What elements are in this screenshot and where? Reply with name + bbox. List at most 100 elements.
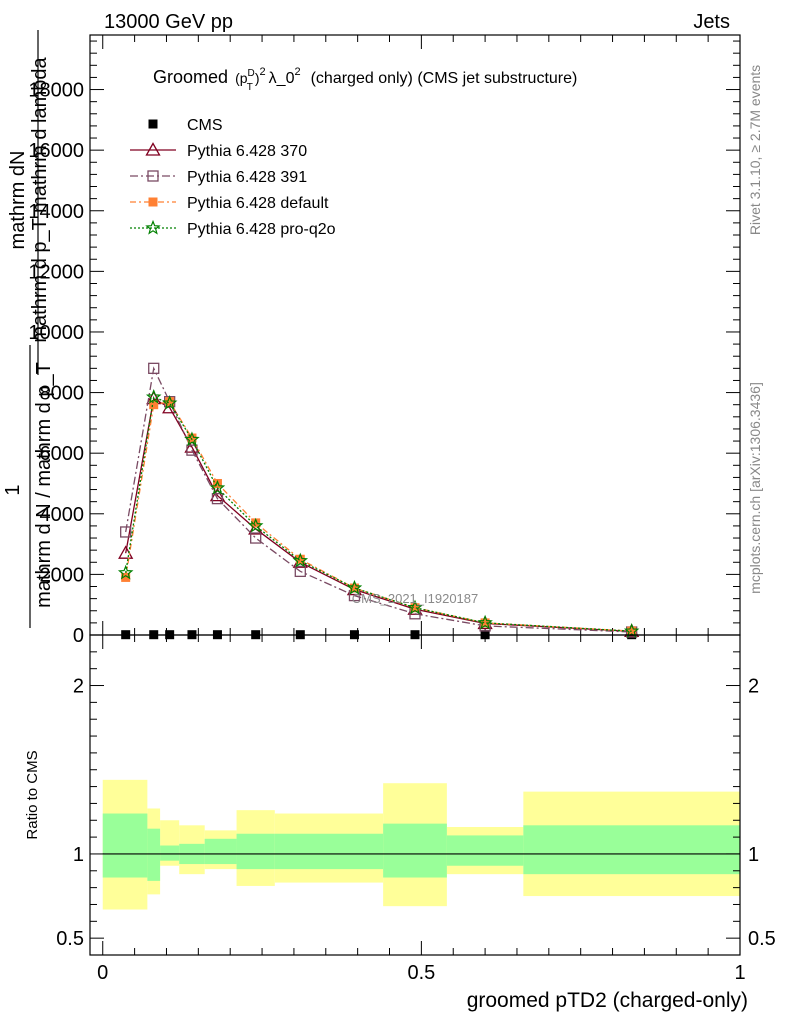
- title-lambda: λ_0: [269, 70, 295, 87]
- ylabel-numerator2: mathrm d p_T mathrm d lambda: [29, 56, 51, 342]
- point-pdefault: [187, 433, 197, 443]
- legend-label: Pythia 6.428 370: [187, 143, 307, 160]
- legend-label: Pythia 6.428 391: [187, 169, 307, 186]
- ratio-ytick-label-right: 2: [748, 676, 759, 698]
- ratio-plot: 0.5 0.51 12 20 0.5 1: [56, 634, 776, 984]
- ylabel-one: 1: [2, 484, 24, 495]
- point-pdefault: [165, 397, 175, 407]
- legend-marker: [145, 142, 161, 156]
- point-pdefault: [212, 478, 222, 488]
- ratio-frame: [89, 634, 741, 956]
- title-prefix: Groomed: [153, 67, 228, 87]
- legend-entry-pdefault: Pythia 6.428 default: [130, 195, 329, 212]
- header-left: 13000 GeV pp: [104, 11, 233, 33]
- legend-entry-p391: Pythia 6.428 391: [130, 169, 307, 186]
- main-ytick-label: 0: [73, 625, 84, 647]
- point-pdefault: [251, 518, 261, 528]
- point-p391: [211, 492, 224, 505]
- ratio-band-inner: [446, 835, 524, 866]
- main-plot: 0 2000 4000 6000 8000 10000 12000 14000 16000 180…: [28, 34, 741, 647]
- ratio-ticks: 0.5 0.51 12 20 0.5 1: [56, 635, 776, 984]
- point-pq2o: [161, 395, 178, 410]
- ratio-ytick-label-right: 0.5: [748, 928, 776, 950]
- ratio-band-inner: [147, 828, 161, 881]
- ratio-band-inner: [236, 833, 275, 870]
- point-pq2o: [407, 599, 423, 615]
- legend-label: Pythia 6.428 default: [187, 195, 329, 212]
- legend-marker: [147, 170, 159, 182]
- main-ticks: 0 2000 4000 6000 8000 10000 12000 14000 16000 180…: [28, 35, 741, 647]
- legend-label: CMS: [187, 117, 223, 134]
- point-pq2o: [117, 564, 134, 580]
- title-sup-d: D: [248, 68, 255, 79]
- point-pdefault: [295, 554, 305, 564]
- xtick-label: 0: [97, 962, 108, 984]
- point-pq2o: [477, 614, 493, 630]
- xtick-label: 0.5: [407, 962, 435, 984]
- ratio-bands: [102, 779, 740, 910]
- series-line-p391: [125, 366, 632, 633]
- main-ytick-label: 4000: [40, 504, 85, 526]
- main-series: [117, 362, 640, 640]
- legend-label: Pythia 6.428 pro-q2o: [187, 221, 336, 238]
- point-pq2o: [623, 623, 640, 638]
- title-paren-close: ): [255, 70, 260, 86]
- point-p370: [209, 487, 226, 502]
- main-ytick-label: 16000: [28, 140, 84, 162]
- point-pq2o: [184, 431, 200, 447]
- ratio-band-inner: [523, 825, 740, 875]
- point-pq2o: [145, 388, 162, 404]
- ylabel-numerator: mathrm dN: [7, 151, 29, 250]
- series-pq2o: [117, 388, 640, 638]
- title-suffix: (charged only) (CMS jet substructure): [311, 70, 578, 87]
- side-label-mcplots: mcplots.cern.ch [arXiv:1306.3436]: [747, 382, 763, 594]
- main-ytick-label: 2000: [40, 564, 85, 586]
- plot-title: Groomed (pD T)2 λ_02 (charged only) (CMS je…: [153, 66, 577, 93]
- legend-marker: [148, 197, 158, 207]
- point-pdefault: [410, 603, 420, 613]
- legend-entry-cms: CMS: [148, 117, 223, 134]
- ratio-ytick-label-right: 1: [748, 844, 759, 866]
- title-p: p: [240, 70, 248, 86]
- point-pq2o: [346, 579, 363, 595]
- title-sq: 2: [260, 66, 266, 78]
- ratio-ytick-label: 2: [73, 676, 84, 698]
- point-pdefault: [121, 572, 131, 582]
- main-ytick-label: 8000: [40, 383, 85, 405]
- point-pdefault: [149, 400, 159, 410]
- side-label-rivet: Rivet 3.1.10, ≥ 2.7M events: [747, 65, 763, 235]
- header-right: Jets: [693, 11, 730, 33]
- point-p391: [294, 565, 306, 578]
- point-pq2o: [209, 479, 226, 495]
- point-p391: [148, 362, 160, 374]
- title-sub-t: T: [247, 82, 253, 93]
- legend-marker: [148, 119, 158, 129]
- ratio-band-inner: [160, 845, 180, 861]
- ratio-band-inner: [102, 813, 148, 878]
- xlabel: groomed pTD2 (charged-only): [467, 989, 748, 1012]
- point-p391: [120, 526, 132, 538]
- ylabel-ratio: Ratio to CMS: [24, 750, 41, 839]
- main-ytick-label: 6000: [40, 443, 85, 465]
- point-p391: [250, 532, 262, 544]
- xtick-label: 1: [734, 962, 745, 984]
- ratio-band-inner: [383, 823, 447, 878]
- title-sq2: 2: [294, 66, 300, 78]
- legend-entry-pq2o: Pythia 6.428 pro-q2o: [130, 219, 336, 238]
- ylabel-main: mathrm dN mathrm d p_T mathrm d lambda 1…: [2, 30, 55, 628]
- main-ytick-label: 12000: [28, 261, 84, 283]
- ratio-band-inner: [204, 838, 237, 865]
- main-ytick-label: 10000: [28, 322, 84, 344]
- legend-entry-p370: Pythia 6.428 370: [130, 142, 307, 160]
- point-pq2o: [247, 517, 264, 533]
- ratio-ytick-label: 1: [73, 844, 84, 866]
- legend: CMS Pythia 6.428 370 Pythia 6.428 391 Pythi…: [130, 117, 336, 238]
- point-pq2o: [292, 552, 309, 568]
- title-paren-open: (: [235, 70, 240, 86]
- ratio-band-inner: [274, 833, 384, 870]
- watermark: CMS_2021_I1920187: [352, 591, 479, 606]
- ylabel-denominator: mathrm d N / mathrm d p_T: [33, 362, 55, 608]
- legend-marker: [145, 219, 161, 235]
- ratio-ytick-label: 0.5: [56, 928, 84, 950]
- main-ytick-label: 14000: [28, 201, 84, 223]
